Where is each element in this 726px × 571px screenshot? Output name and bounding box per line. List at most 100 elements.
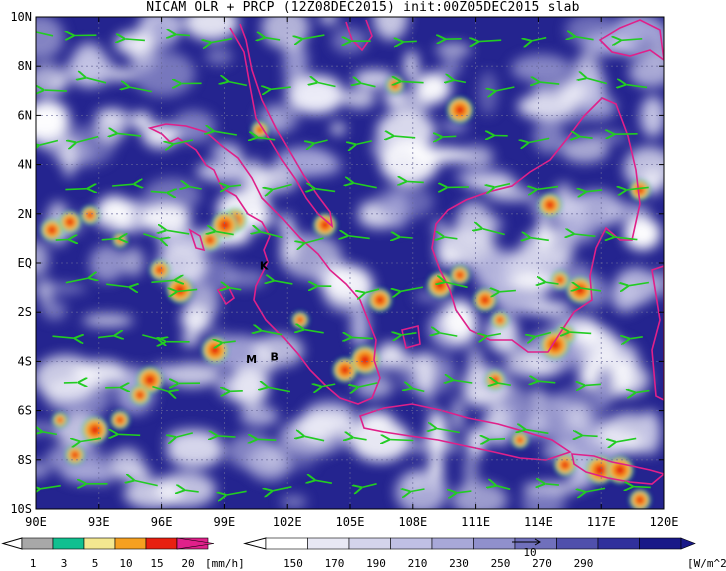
cloud-patch xyxy=(123,478,182,509)
colorbar-arrow-right xyxy=(680,537,696,550)
wind-vector xyxy=(177,289,198,291)
wind-vector xyxy=(273,183,292,190)
cloud-patch xyxy=(537,213,550,252)
olr-swatch xyxy=(348,537,391,550)
wind-vector xyxy=(630,337,643,339)
cloud-patch xyxy=(89,245,125,282)
olr-swatch xyxy=(597,537,640,550)
place-labels: K M B xyxy=(246,259,279,365)
wind-vector xyxy=(261,232,283,239)
wind-vector xyxy=(443,136,457,137)
cloud-patch xyxy=(508,244,572,279)
cloud-patch xyxy=(319,17,338,25)
cloud-patch xyxy=(451,482,508,509)
cloud-patch xyxy=(379,139,439,185)
wind-vector xyxy=(361,83,376,88)
rain-cell-core xyxy=(392,82,398,88)
wind-vector xyxy=(303,34,325,39)
wind-vector xyxy=(118,133,142,136)
reference-vector-label: 10 xyxy=(523,546,536,559)
wind-vector xyxy=(407,181,424,182)
rain-cell-core xyxy=(480,295,490,305)
cloud-patch xyxy=(286,75,345,115)
wind-vector xyxy=(229,82,248,87)
rain-cell-core xyxy=(48,226,56,234)
wind-vector xyxy=(531,238,549,241)
lon-label: 93E xyxy=(88,515,110,529)
wind-vector xyxy=(135,481,158,487)
lon-label: 102E xyxy=(273,515,302,529)
cloud-patch xyxy=(82,313,134,327)
wind-vector xyxy=(446,282,468,289)
olr-swatch xyxy=(390,537,433,550)
cloud-patch xyxy=(455,201,492,247)
wind-vector xyxy=(585,384,601,385)
precip-tick-label: 20 xyxy=(181,557,194,570)
wind-vector xyxy=(315,189,336,192)
lon-label: 114E xyxy=(524,515,553,529)
java-coast xyxy=(358,403,572,461)
cloud-patch xyxy=(36,99,70,140)
wind-vector xyxy=(273,486,292,491)
wind-vector xyxy=(229,185,241,186)
wind-vector xyxy=(80,438,102,441)
cloud-patch xyxy=(71,42,107,87)
cloud-patch xyxy=(156,245,207,287)
wind-vector xyxy=(353,438,367,440)
cloud-patch xyxy=(594,366,614,409)
olr-swatch xyxy=(307,537,350,550)
rain-cell-core xyxy=(517,437,523,443)
cloud-patch xyxy=(569,190,623,229)
rain-cell-core xyxy=(117,237,123,243)
lat-label: EQ xyxy=(18,256,32,270)
wind-vector xyxy=(143,233,160,239)
cloud-patch xyxy=(533,118,565,154)
wind-vector xyxy=(354,183,377,189)
cloud-patch xyxy=(326,433,350,450)
wind-vector xyxy=(304,330,324,333)
wind-vector xyxy=(125,39,145,41)
cloud-patch xyxy=(435,43,472,57)
cloud-patch xyxy=(231,365,269,408)
cloud-patch xyxy=(239,406,279,426)
wind-vector xyxy=(401,286,424,291)
wind-vector xyxy=(318,83,336,88)
lon-label: 111E xyxy=(461,515,490,529)
wind-vector xyxy=(586,190,603,192)
lon-label: 117E xyxy=(587,515,616,529)
cloud-patch xyxy=(529,388,544,403)
rain-cell-core xyxy=(557,277,563,283)
wind-vector xyxy=(482,229,505,236)
lat-label: 4S xyxy=(18,354,32,368)
precip-unit: [mm/h] xyxy=(205,557,245,570)
wind-vector xyxy=(348,236,370,239)
wind-vector xyxy=(626,85,648,88)
cloud-patch xyxy=(211,142,241,161)
lat-label: 6N xyxy=(18,108,32,122)
cloud-patch xyxy=(253,334,304,367)
olr-tick-label: 210 xyxy=(408,557,428,570)
cloud-patch xyxy=(205,47,233,65)
wind-vectors xyxy=(36,31,651,495)
rain-cell-core xyxy=(594,464,606,476)
wind-vector xyxy=(275,281,293,285)
wind-vector xyxy=(576,37,594,40)
wind-vector xyxy=(401,81,424,82)
wind-vector xyxy=(36,31,54,37)
rain-cell-core xyxy=(497,317,503,323)
olr-swatch xyxy=(431,537,474,550)
lon-label: 96E xyxy=(151,515,173,529)
wind-vector xyxy=(86,78,107,84)
wind-vector xyxy=(258,439,277,440)
cloud-patch xyxy=(624,17,644,57)
cloud-patch xyxy=(521,487,566,509)
wind-vector xyxy=(356,140,372,145)
rain-cell-core xyxy=(175,285,185,295)
latitude-labels: 10N 8N 6N 4N 2N EQ 2S 4S 6S 8S 10S xyxy=(10,10,32,516)
rain-cell-core xyxy=(340,365,350,375)
wind-vector xyxy=(262,331,283,336)
cloud-patch xyxy=(61,463,114,484)
wind-vector xyxy=(39,139,59,146)
wind-vector xyxy=(479,40,502,41)
